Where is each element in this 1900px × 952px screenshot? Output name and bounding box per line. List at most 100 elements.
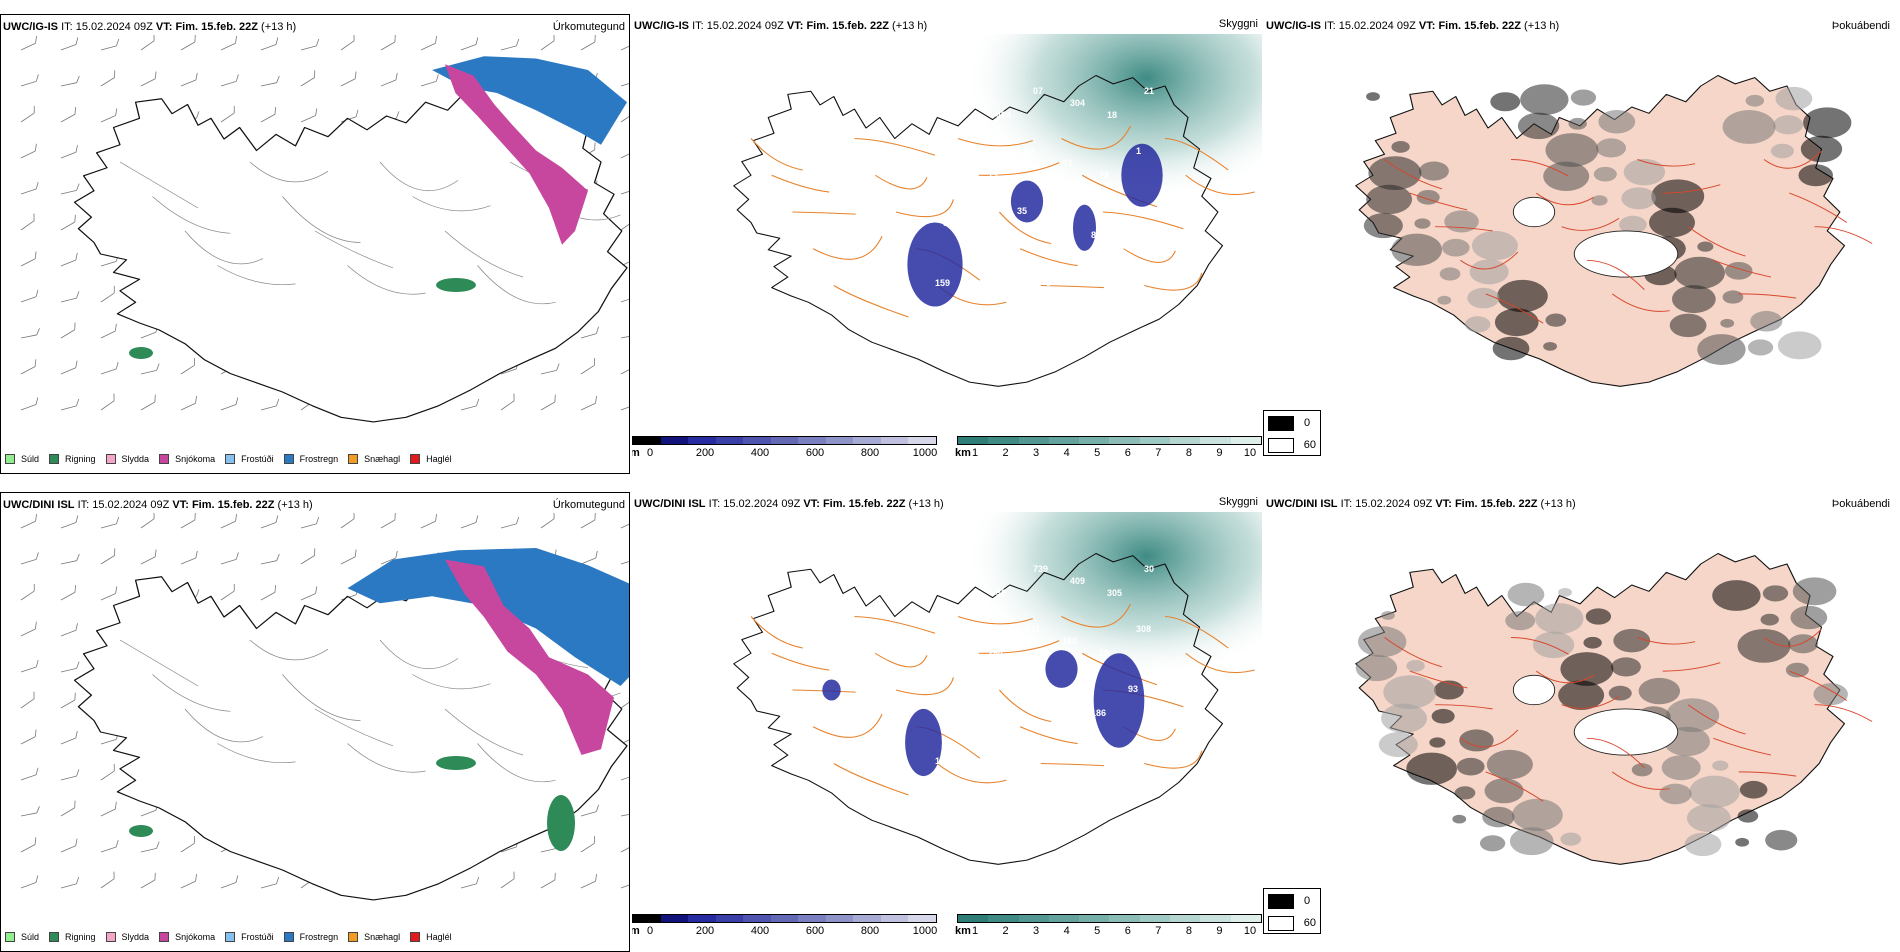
colorbar-tick: 800 <box>860 925 880 937</box>
legend-label: Snjókoma <box>175 932 216 942</box>
colorbar-segment <box>825 915 854 922</box>
it-value: 15.02.2024 09Z <box>75 21 153 33</box>
legend-label: Frostregn <box>299 932 339 942</box>
fog-legend-swatch <box>1268 437 1294 453</box>
legend-swatch <box>283 932 294 942</box>
vt-value: Fim. 15.feb. 22Z <box>1438 20 1521 32</box>
colorbar-segment <box>1048 437 1080 444</box>
panel-header: UWC/DINI ISL IT: 15.02.2024 09Z VT: Fim.… <box>1266 498 1886 512</box>
legend-label: Frostregn <box>299 454 339 464</box>
lead-time: (+13 h) <box>908 498 944 510</box>
legend-item: Frostúði <box>225 932 274 942</box>
colorbar-strip <box>632 436 937 445</box>
colorbar-tick: 4 <box>1063 447 1070 459</box>
model-name: UWC/DINI ISL <box>634 498 706 510</box>
colorbar-strip <box>957 914 1262 923</box>
colorbar-segment <box>1170 915 1201 922</box>
legend-swatch <box>159 932 170 942</box>
colorbar-segment <box>743 915 771 922</box>
legend-item: Súld <box>5 932 39 942</box>
colorbar-segment <box>688 915 716 922</box>
ceiling-value-label: 1 <box>980 708 985 718</box>
colorbar-tick: 8 <box>1185 925 1192 937</box>
panel-header: UWC/DINI ISL IT: 15.02.2024 09Z VT: Fim.… <box>3 499 621 513</box>
cloud-visibility-panel-top: UWC/IG-IS IT: 15.02.2024 09Z VT: Fim. 15… <box>632 14 1262 474</box>
panel-title: Úrkomutegund <box>552 499 625 511</box>
colorbar-strip <box>957 436 1262 445</box>
colorbar-segment <box>770 915 799 922</box>
legend-swatch <box>105 932 116 942</box>
vt-value: Fim. 15.feb. 22Z <box>822 498 906 510</box>
colorbar-segment <box>1230 915 1261 922</box>
colorbar-tick: 6 <box>1124 925 1131 937</box>
colorbar-tick: 3 <box>1033 447 1040 459</box>
ceiling-value-label: 108 <box>972 768 987 778</box>
ceiling-value-label: 18 <box>1099 648 1109 658</box>
ceiling-value-label: 86 <box>1091 230 1101 240</box>
panel-header: UWC/DINI ISL IT: 15.02.2024 09Z VT: Fim.… <box>634 498 1254 512</box>
colorbar-segment <box>660 915 689 922</box>
colorbar-segment <box>1109 437 1140 444</box>
panel-title: Þokuábendi <box>1831 498 1890 510</box>
legend-label: Rigning <box>65 454 96 464</box>
precip-type-map <box>20 513 629 901</box>
ceiling-value-label: 172 <box>935 756 950 766</box>
ceiling-value-label: 456 <box>959 576 974 586</box>
legend-swatch <box>410 454 421 464</box>
lead-time: (+13 h) <box>1524 20 1560 32</box>
ceiling-value-label: 8 <box>1046 278 1051 288</box>
legend-swatch <box>410 932 421 942</box>
colorbar-segment <box>1048 915 1080 922</box>
it-value: 15.02.2024 09Z <box>1338 20 1416 32</box>
colorbar-unit: km <box>955 447 971 459</box>
panel-header: UWC/IG-IS IT: 15.02.2024 09Z VT: Fim. 15… <box>634 20 1254 34</box>
model-name: UWC/DINI ISL <box>3 499 75 511</box>
lead-time: (+13 h) <box>277 499 313 511</box>
cloud-visibility-map: 459 759 494 07 304 18 21 138 13 04 93 28 1 85 134 35 87 8… <box>733 34 1262 387</box>
ceiling-value-label: 305 <box>1107 588 1122 598</box>
model-name: UWC/DINI ISL <box>1266 498 1338 510</box>
ceiling-value-label: 157 <box>951 636 966 646</box>
ceiling-value-label: 16 <box>972 290 982 300</box>
colorbar-segment <box>1230 437 1261 444</box>
colorbar-segment <box>1018 915 1049 922</box>
colorbar-segment <box>1079 437 1110 444</box>
fog-panel-top: UWC/IG-IS IT: 15.02.2024 09Z VT: Fim. 15… <box>1264 14 1894 474</box>
legend-label: Rigning <box>65 932 96 942</box>
legend-item: Frostregn <box>283 454 339 464</box>
colorbar-segment <box>1018 437 1049 444</box>
panel-header: UWC/IG-IS IT: 15.02.2024 09Z VT: Fim. 15… <box>1266 20 1886 34</box>
ceiling-value-label: 21 <box>1144 86 1154 96</box>
colorbar-tick: 400 <box>750 447 770 459</box>
fog-legend-swatch <box>1268 915 1294 931</box>
ceiling-value-label: 32 <box>996 588 1006 598</box>
legend-label: Haglél <box>426 932 452 942</box>
colorbar-tick: 0 <box>646 447 654 459</box>
lead-time: (+13 h) <box>892 20 928 32</box>
colorbar-tick: 10 <box>1243 447 1257 459</box>
ceiling-value-label: 1 <box>1136 146 1141 156</box>
precip-type-legend: Súld Rigning Slydda Snjókoma Frostúði Frostre… <box>5 451 452 467</box>
fog-legend-swatch <box>1268 415 1294 431</box>
colorbar-segment <box>880 437 909 444</box>
legend-swatch <box>348 932 359 942</box>
ceiling-value-label: 759 <box>959 98 974 108</box>
visibility-colorbar: km 1 2 3 4 5 6 7 8 9 10 <box>955 436 1262 462</box>
colorbar-segment <box>633 915 661 922</box>
colorbar-segment <box>988 915 1019 922</box>
it-label: IT: <box>1324 20 1336 32</box>
ceiling-value-label: 159 <box>935 278 950 288</box>
it-value: 15.02.2024 09Z <box>1355 498 1433 510</box>
colorbar-tick: 7 <box>1155 925 1162 937</box>
it-value: 15.02.2024 09Z <box>723 498 801 510</box>
ceiling-value-label: 138 <box>951 158 966 168</box>
colorbar-tick: 9 <box>1216 925 1223 937</box>
colorbar-segment <box>743 437 771 444</box>
legend-label: Slydda <box>121 932 150 942</box>
legend-item: Frostregn <box>283 932 339 942</box>
fog-legend-swatch <box>1268 893 1294 909</box>
visibility-colorbar: km 1 2 3 4 5 6 7 8 9 10 <box>955 914 1262 940</box>
legend-swatch <box>283 454 294 464</box>
legend-swatch <box>105 454 116 464</box>
ceiling-colorbar: m 0 200 400 600 800 1000 <box>632 914 937 940</box>
